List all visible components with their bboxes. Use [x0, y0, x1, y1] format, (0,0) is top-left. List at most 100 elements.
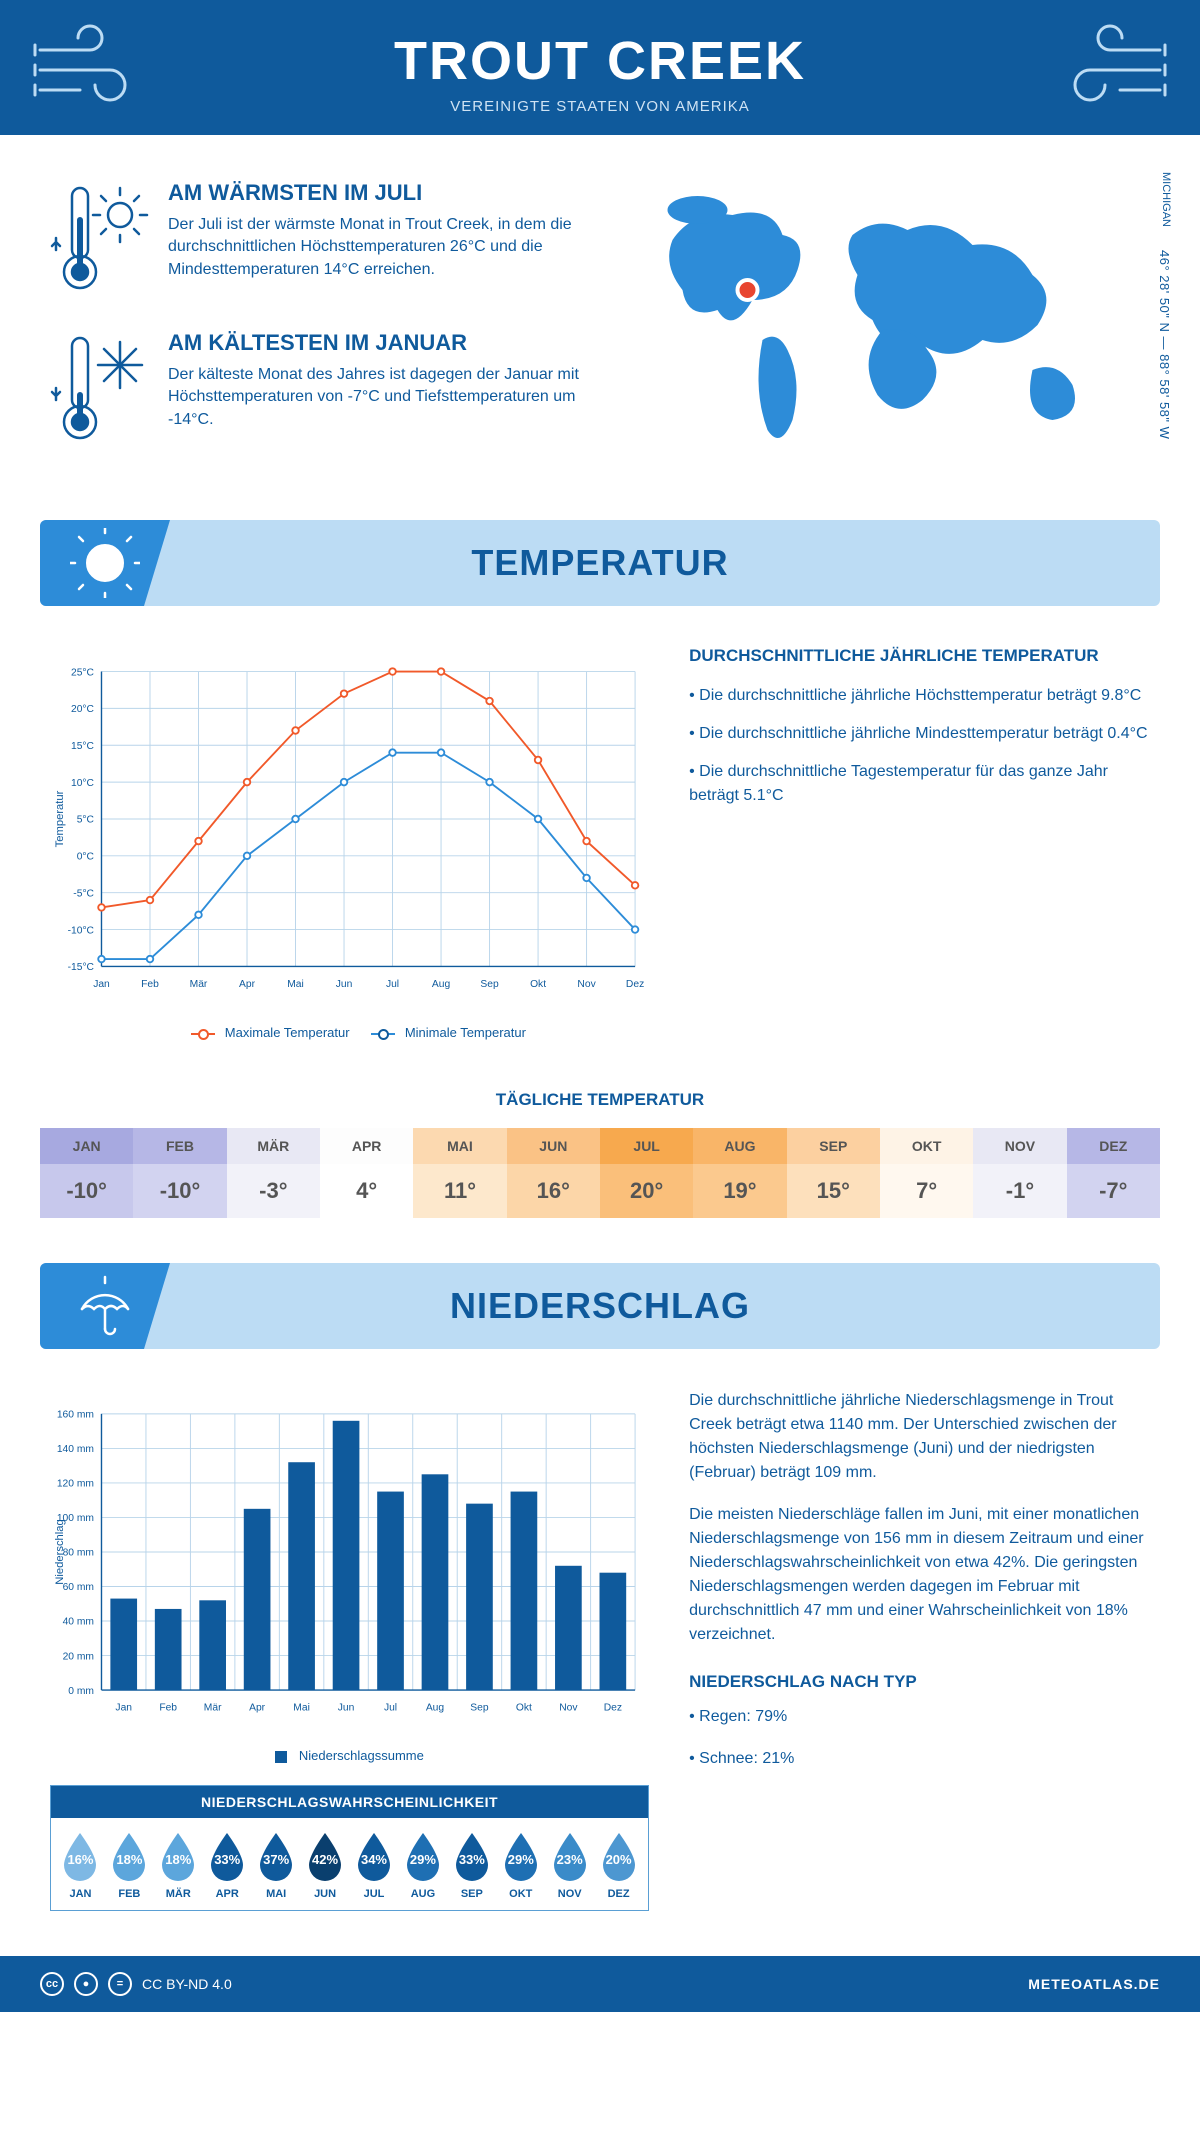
- daily-head: JUL: [600, 1128, 693, 1164]
- fact-cold-text: Der kälteste Monat des Jahres ist dagege…: [168, 364, 585, 431]
- prob-cell: 16% JAN: [57, 1830, 104, 1900]
- svg-text:0 mm: 0 mm: [68, 1686, 94, 1697]
- wind-icon: [1040, 20, 1170, 120]
- fact-warm: AM WÄRMSTEN IM JULI Der Juli ist der wär…: [50, 180, 585, 300]
- nd-icon: =: [108, 1972, 132, 1996]
- svg-text:Mär: Mär: [204, 1703, 222, 1714]
- daily-value: -7°: [1067, 1164, 1160, 1218]
- coords-label: 46° 28' 50" N — 88° 58' 58" W: [1157, 250, 1172, 439]
- legend-max: Maximale Temperatur: [225, 1025, 350, 1040]
- by-icon: ●: [74, 1972, 98, 1996]
- svg-text:Aug: Aug: [432, 979, 451, 990]
- svg-text:Aug: Aug: [426, 1703, 445, 1714]
- umbrella-icon: [70, 1271, 140, 1341]
- svg-text:15°C: 15°C: [71, 741, 95, 752]
- temp-bullet-3: • Die durchschnittliche Tagestemperatur …: [689, 760, 1150, 808]
- svg-text:60 mm: 60 mm: [63, 1582, 94, 1593]
- thermometer-hot-icon: [50, 180, 150, 300]
- svg-text:Jan: Jan: [115, 1703, 132, 1714]
- cc-icon: cc: [40, 1972, 64, 1996]
- prob-title: NIEDERSCHLAGSWAHRSCHEINLICHKEIT: [51, 1786, 648, 1818]
- daily-value: 7°: [880, 1164, 973, 1218]
- svg-text:Sep: Sep: [480, 979, 499, 990]
- svg-text:20°C: 20°C: [71, 704, 95, 715]
- daily-value: 20°: [600, 1164, 693, 1218]
- prob-cell: 18% FEB: [106, 1830, 153, 1900]
- svg-text:Sep: Sep: [470, 1703, 489, 1714]
- fact-warm-title: AM WÄRMSTEN IM JULI: [168, 180, 585, 206]
- daily-head: APR: [320, 1128, 413, 1164]
- svg-text:20 mm: 20 mm: [63, 1651, 94, 1662]
- daily-head: SEP: [787, 1128, 880, 1164]
- svg-text:160 mm: 160 mm: [57, 1410, 94, 1421]
- daily-value: -1°: [973, 1164, 1066, 1218]
- fact-warm-text: Der Juli ist der wärmste Monat in Trout …: [168, 214, 585, 281]
- svg-text:Nov: Nov: [559, 1703, 578, 1714]
- precip-legend: Niederschlagssumme: [50, 1748, 649, 1763]
- daily-head: JUN: [507, 1128, 600, 1164]
- svg-text:Jun: Jun: [336, 979, 353, 990]
- fact-cold-title: AM KÄLTESTEN IM JANUAR: [168, 330, 585, 356]
- daily-temp-table: JANFEBMÄRAPRMAIJUNJULAUGSEPOKTNOVDEZ-10°…: [40, 1128, 1160, 1218]
- region-label: MICHIGAN: [1160, 172, 1172, 227]
- svg-text:Temperatur: Temperatur: [54, 790, 66, 847]
- svg-text:-10°C: -10°C: [68, 925, 95, 936]
- daily-value: 4°: [320, 1164, 413, 1218]
- daily-head: DEZ: [1067, 1128, 1160, 1164]
- temp-text-title: DURCHSCHNITTLICHE JÄHRLICHE TEMPERATUR: [689, 646, 1150, 666]
- section-title-precip: NIEDERSCHLAG: [40, 1285, 1160, 1327]
- prob-cell: 29% OKT: [497, 1830, 544, 1900]
- wind-icon: [30, 20, 160, 120]
- svg-text:Apr: Apr: [239, 979, 256, 990]
- svg-text:0°C: 0°C: [77, 852, 95, 863]
- precip-paragraph-2: Die meisten Niederschläge fallen im Juni…: [689, 1503, 1150, 1647]
- svg-text:5°C: 5°C: [77, 815, 95, 826]
- svg-text:Apr: Apr: [249, 1703, 266, 1714]
- daily-value: 11°: [413, 1164, 506, 1218]
- thermometer-cold-icon: [50, 330, 150, 450]
- svg-text:Jul: Jul: [386, 979, 399, 990]
- svg-text:140 mm: 140 mm: [57, 1444, 94, 1455]
- svg-text:10°C: 10°C: [71, 778, 95, 789]
- prob-cell: 34% JUL: [351, 1830, 398, 1900]
- sun-icon: [70, 528, 140, 598]
- daily-value: -10°: [133, 1164, 226, 1218]
- prob-cell: 33% SEP: [448, 1830, 495, 1900]
- header-banner: TROUT CREEK VEREINIGTE STAATEN VON AMERI…: [0, 0, 1200, 135]
- site-label: METEOATLAS.DE: [1028, 1976, 1160, 1992]
- svg-text:-15°C: -15°C: [68, 962, 95, 973]
- prob-cell: 23% NOV: [546, 1830, 593, 1900]
- precip-paragraph-1: Die durchschnittliche jährliche Niedersc…: [689, 1389, 1150, 1485]
- section-title-temp: TEMPERATUR: [40, 542, 1160, 584]
- svg-text:80 mm: 80 mm: [63, 1548, 94, 1559]
- svg-text:Okt: Okt: [516, 1703, 532, 1714]
- legend-min: Minimale Temperatur: [405, 1025, 526, 1040]
- fact-cold: AM KÄLTESTEN IM JANUAR Der kälteste Mona…: [50, 330, 585, 450]
- daily-head: MAI: [413, 1128, 506, 1164]
- legend-precip: Niederschlagssumme: [299, 1748, 424, 1763]
- daily-head: NOV: [973, 1128, 1066, 1164]
- precip-type-1: • Regen: 79%: [689, 1705, 1150, 1729]
- svg-text:Feb: Feb: [159, 1703, 177, 1714]
- daily-value: -3°: [227, 1164, 320, 1218]
- svg-text:120 mm: 120 mm: [57, 1479, 94, 1490]
- daily-head: MÄR: [227, 1128, 320, 1164]
- temp-bullet-1: • Die durchschnittliche jährliche Höchst…: [689, 684, 1150, 708]
- world-map: MICHIGAN 46° 28' 50" N — 88° 58' 58" W: [615, 180, 1150, 480]
- svg-text:40 mm: 40 mm: [63, 1617, 94, 1628]
- daily-head: JAN: [40, 1128, 133, 1164]
- footer: cc ● = CC BY-ND 4.0 METEOATLAS.DE: [0, 1956, 1200, 2012]
- prob-cell: 42% JUN: [302, 1830, 349, 1900]
- section-banner-precip: NIEDERSCHLAG: [40, 1263, 1160, 1349]
- precipitation-bar-chart: 0 mm20 mm40 mm60 mm80 mm100 mm120 mm140 …: [50, 1389, 649, 1729]
- precip-type-title: NIEDERSCHLAG NACH TYP: [689, 1669, 1150, 1695]
- prob-cell: 37% MAI: [253, 1830, 300, 1900]
- svg-text:Mär: Mär: [190, 979, 208, 990]
- svg-text:Niederschlag: Niederschlag: [54, 1519, 66, 1584]
- daily-head: FEB: [133, 1128, 226, 1164]
- prob-cell: 29% AUG: [399, 1830, 446, 1900]
- daily-temp-title: TÄGLICHE TEMPERATUR: [40, 1090, 1160, 1110]
- svg-text:Dez: Dez: [626, 979, 644, 990]
- section-banner-temp: TEMPERATUR: [40, 520, 1160, 606]
- daily-value: 16°: [507, 1164, 600, 1218]
